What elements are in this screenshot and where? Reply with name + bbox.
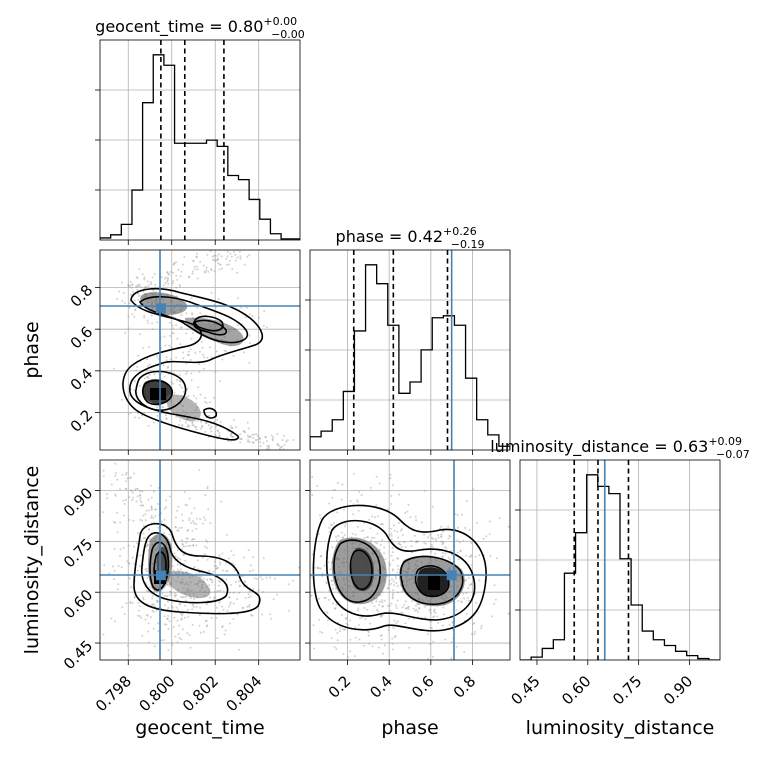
truth-marker bbox=[155, 303, 166, 314]
y-tick-label: 0.8 bbox=[67, 281, 97, 311]
x-tick-label: 0.804 bbox=[222, 672, 265, 715]
y-tick-label: 0.6 bbox=[67, 323, 97, 353]
y-axis-label-phase: phase bbox=[21, 321, 43, 378]
y-tick-label: 0.75 bbox=[60, 535, 96, 571]
y-tick-label: 0.4 bbox=[67, 364, 97, 394]
histogram-line bbox=[310, 264, 510, 450]
panel-title-luminosity-distance: luminosity_distance = 0.63+0.09 −0.07 bbox=[490, 435, 750, 461]
scatter-panel-luminosity-distance-vs-geocent-time: 0.798 0.800 0.802 0.804 0.45 0.60 0.75 0.90 geo… bbox=[21, 459, 301, 739]
x-tick-label: 0.45 bbox=[507, 672, 543, 708]
x-axis-label-phase: phase bbox=[381, 717, 438, 739]
x-tick-label: 0.798 bbox=[92, 672, 135, 715]
x-tick-label: 0.2 bbox=[325, 672, 355, 702]
x-axis-label-luminosity-distance: luminosity_distance bbox=[526, 717, 715, 739]
histogram-line bbox=[100, 54, 300, 240]
x-tick-label: 0.75 bbox=[609, 672, 645, 708]
histogram-panel-geocent-time: geocent_time = 0.80+0.00 −0.00 bbox=[95, 15, 305, 245]
x-tick-label: 0.6 bbox=[408, 672, 438, 702]
scatter-panel-phase-vs-geocent-time: 0.2 0.4 0.6 0.8 phase bbox=[21, 249, 301, 455]
truth-marker bbox=[446, 570, 457, 581]
y-tick-label: 0.90 bbox=[60, 484, 96, 520]
panel-title-phase: phase = 0.42+0.26 −0.19 bbox=[336, 225, 485, 251]
truth-marker bbox=[155, 570, 166, 581]
y-tick-label: 0.60 bbox=[60, 586, 96, 622]
histogram-panel-phase: phase = 0.42+0.26 −0.19 bbox=[305, 225, 511, 455]
x-tick-label: 0.8 bbox=[450, 672, 480, 702]
histogram-panel-luminosity-distance: 0.45 0.60 0.75 0.90 luminosity_distance = 0… bbox=[490, 435, 750, 739]
scatter-panel-luminosity-distance-vs-phase: 0.2 0.4 0.6 0.8 phase bbox=[305, 459, 511, 739]
x-tick-label: 0.90 bbox=[660, 672, 696, 708]
panel-title-geocent-time: geocent_time = 0.80+0.00 −0.00 bbox=[95, 15, 305, 41]
histogram-line bbox=[520, 474, 720, 660]
y-tick-label: 0.45 bbox=[60, 637, 96, 673]
y-axis-label-luminosity-distance: luminosity_distance bbox=[21, 466, 43, 655]
x-axis-label-geocent-time: geocent_time bbox=[135, 717, 264, 739]
x-tick-label: 0.800 bbox=[135, 672, 178, 715]
x-tick-label: 0.60 bbox=[558, 672, 594, 708]
x-tick-label: 0.802 bbox=[179, 672, 222, 715]
x-tick-label: 0.4 bbox=[366, 672, 396, 702]
y-tick-label: 0.2 bbox=[67, 406, 97, 436]
